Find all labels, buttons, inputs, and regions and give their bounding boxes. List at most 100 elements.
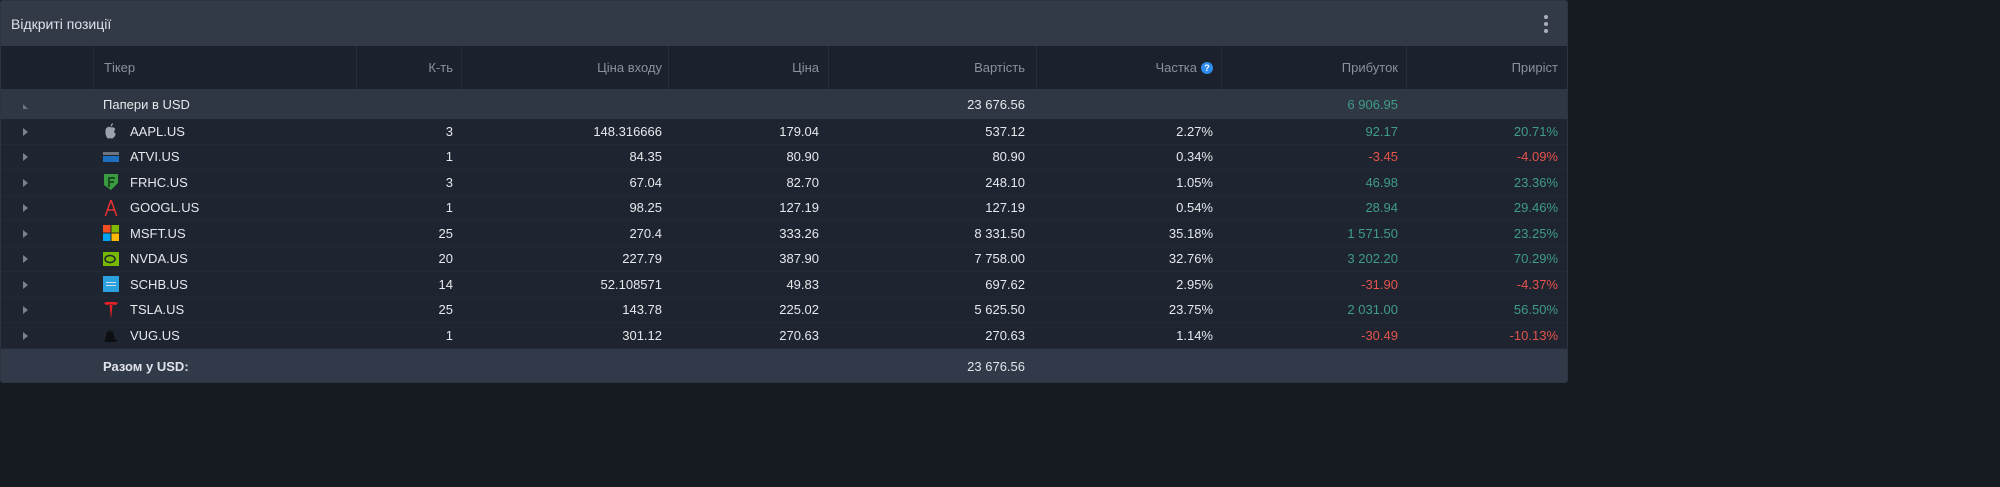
expand-row-toggle[interactable]: [1, 149, 93, 164]
ticker-cell[interactable]: FRHC.US: [93, 174, 356, 191]
table-row[interactable]: GOOGL.US 1 98.25 127.19 127.19 0.54% 28.…: [1, 196, 1567, 221]
ticker-symbol: ATVI.US: [130, 149, 180, 165]
column-header-value[interactable]: Вартість: [828, 46, 1036, 89]
ticker-cell[interactable]: MSFT.US: [93, 225, 356, 242]
growth-cell: 56.50%: [1513, 302, 1558, 318]
footer-total-value: 23 676.56: [967, 358, 1025, 374]
column-header-profit[interactable]: Прибуток: [1221, 46, 1406, 89]
group-row-usd[interactable]: Папери в USD 23 676.56 6 906.95: [1, 89, 1567, 119]
column-header-qty[interactable]: К-ть: [356, 46, 461, 89]
alphabet-logo-icon: [103, 199, 119, 216]
price-cell: 80.90: [786, 149, 819, 165]
share-cell: 2.27%: [1176, 123, 1213, 139]
ticker-cell[interactable]: VUG.US: [93, 327, 356, 343]
expand-row-toggle[interactable]: [1, 251, 93, 266]
growth-cell: -4.37%: [1516, 276, 1558, 292]
growth-cell: 70.29%: [1513, 251, 1558, 267]
column-header-ticker[interactable]: Тікер: [93, 46, 356, 89]
ticker-symbol: GOOGL.US: [130, 200, 200, 216]
table-row[interactable]: TSLA.US 25 143.78 225.02 5 625.50 23.75%…: [1, 298, 1567, 323]
ticker-cell[interactable]: SCHB.US: [93, 276, 356, 293]
share-label: Частка: [1155, 60, 1197, 75]
table-row[interactable]: SCHB.US 14 52.108571 49.83 697.62 2.95% …: [1, 272, 1567, 298]
table-row[interactable]: AAPL.US 3 148.316666 179.04 537.12 2.27%…: [1, 119, 1567, 145]
expand-arrow-icon: [23, 178, 28, 187]
entry-price-cell: 143.78: [622, 302, 662, 318]
price-cell: 270.63: [779, 327, 819, 343]
column-header-price[interactable]: Ціна: [668, 46, 828, 89]
growth-cell: -10.13%: [1509, 327, 1558, 343]
growth-cell: 23.36%: [1513, 174, 1558, 190]
positions-list: AAPL.US 3 148.316666 179.04 537.12 2.27%…: [1, 119, 1567, 349]
column-header-entry-price[interactable]: Ціна входу: [461, 46, 668, 89]
share-cell: 35.18%: [1168, 225, 1213, 241]
ticker-cell[interactable]: AAPL.US: [93, 123, 356, 139]
share-cell: 0.34%: [1176, 149, 1213, 165]
table-row[interactable]: MSFT.US 25 270.4 333.26 8 331.50 35.18% …: [1, 221, 1567, 247]
expand-row-toggle[interactable]: [1, 328, 93, 343]
microsoft-logo-icon: [103, 225, 119, 242]
expand-arrow-icon: [23, 153, 28, 162]
ticker-symbol: MSFT.US: [130, 225, 186, 241]
growth-cell: 20.71%: [1513, 123, 1558, 139]
group-profit: 6 906.95: [1347, 96, 1398, 112]
entry-price-cell: 270.4: [629, 225, 662, 241]
ticker-cell[interactable]: GOOGL.US: [93, 199, 356, 216]
ticker-symbol: NVDA.US: [130, 251, 188, 267]
ticker-symbol: TSLA.US: [130, 302, 185, 318]
value-cell: 8 331.50: [974, 225, 1025, 241]
value-cell: 537.12: [985, 123, 1025, 139]
value-cell: 697.62: [985, 276, 1025, 292]
growth-cell: 29.46%: [1513, 200, 1558, 216]
profit-cell: -31.90: [1361, 276, 1398, 292]
expand-arrow-icon: [23, 331, 28, 340]
ticker-cell[interactable]: NVDA.US: [93, 251, 356, 267]
table-row[interactable]: NVDA.US 20 227.79 387.90 7 758.00 32.76%…: [1, 247, 1567, 272]
value-cell: 270.63: [985, 327, 1025, 343]
growth-cell: -4.09%: [1516, 149, 1558, 165]
expand-row-toggle[interactable]: [1, 226, 93, 241]
footer-total-row: Разом у USD: 23 676.56: [1, 349, 1567, 382]
collapse-arrow-icon: [23, 103, 28, 109]
expand-row-toggle[interactable]: [1, 302, 93, 317]
table-row[interactable]: ATVI.US 1 84.35 80.90 80.90 0.34% -3.45 …: [1, 145, 1567, 170]
expand-row-toggle[interactable]: [1, 277, 93, 292]
qty-cell: 3: [445, 123, 453, 139]
ticker-symbol: VUG.US: [130, 327, 180, 343]
share-cell: 32.76%: [1168, 251, 1213, 267]
profit-cell: 2 031.00: [1347, 302, 1398, 318]
help-icon[interactable]: ?: [1201, 61, 1213, 74]
entry-price-cell: 301.12: [622, 327, 662, 343]
value-cell: 80.90: [992, 149, 1025, 165]
nvidia-logo-icon: [103, 251, 119, 267]
group-collapse-toggle[interactable]: [1, 97, 93, 112]
share-cell: 1.05%: [1176, 174, 1213, 190]
profit-cell: 28.94: [1365, 200, 1398, 216]
expand-row-toggle[interactable]: [1, 175, 93, 190]
entry-price-cell: 52.108571: [600, 276, 662, 292]
ticker-cell[interactable]: TSLA.US: [93, 301, 356, 318]
entry-price-cell: 84.35: [629, 149, 662, 165]
open-positions-panel: Відкриті позиції Тікер К-ть Ціна входу Ц…: [0, 0, 1568, 383]
column-header-share[interactable]: Частка?: [1036, 46, 1221, 89]
expand-row-toggle[interactable]: [1, 124, 93, 139]
value-cell: 127.19: [985, 200, 1025, 216]
footer-label: Разом у USD:: [103, 358, 189, 374]
ticker-symbol: AAPL.US: [130, 123, 185, 139]
group-label: Папери в USD: [103, 96, 190, 112]
qty-cell: 3: [445, 174, 453, 190]
profit-cell: -3.45: [1368, 149, 1398, 165]
panel-title: Відкриті позиції: [11, 15, 112, 32]
ticker-symbol: FRHC.US: [130, 174, 188, 190]
table-row[interactable]: VUG.US 1 301.12 270.63 270.63 1.14% -30.…: [1, 323, 1567, 349]
expand-row-toggle[interactable]: [1, 200, 93, 215]
expand-arrow-icon: [23, 306, 28, 315]
ticker-cell[interactable]: ATVI.US: [93, 149, 356, 165]
expand-arrow-icon: [23, 280, 28, 289]
price-cell: 127.19: [779, 200, 819, 216]
panel-header: Відкриті позиції: [1, 1, 1567, 46]
table-row[interactable]: FRHC.US 3 67.04 82.70 248.10 1.05% 46.98…: [1, 170, 1567, 196]
column-header-growth[interactable]: Приріст: [1406, 46, 1566, 89]
price-cell: 82.70: [786, 174, 819, 190]
more-vertical-icon[interactable]: [1543, 15, 1549, 33]
